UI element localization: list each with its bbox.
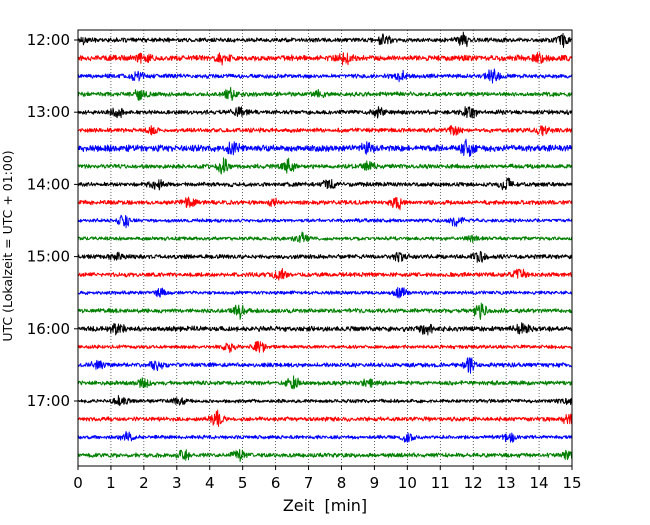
trace-line-1200 [77, 31, 573, 48]
trace-line-1730 [77, 431, 573, 443]
y-tick-label: 15:00 [27, 248, 70, 266]
y-tick-label: 17:00 [27, 392, 70, 410]
x-tick-label: 13 [497, 474, 516, 492]
trace-line-1315 [77, 125, 573, 137]
trace-line-1545 [77, 302, 573, 320]
y-tick-label: 14:00 [27, 175, 70, 193]
y-tick-label: 16:00 [27, 320, 70, 338]
x-tick-label: 9 [370, 474, 380, 492]
x-tick-label: 7 [304, 474, 314, 492]
x-tick-label: 1 [106, 474, 116, 492]
trace-line-1445 [77, 231, 573, 244]
x-tick-label: 4 [205, 474, 215, 492]
x-axis-label: Zeit [min] [283, 496, 367, 515]
trace-line-1630 [77, 357, 573, 374]
trace-line-1700 [77, 395, 573, 407]
x-axis-ticks: 0 1 2 3 4 5 6 7 8 9 10 11 12 13 14 15 [73, 466, 582, 492]
x-tick-label: 0 [73, 474, 83, 492]
x-tick-label: 8 [337, 474, 347, 492]
y-axis-label: UTC (Lokalzeit = UTC + 01:00) [0, 150, 15, 341]
trace-line-1415 [77, 196, 573, 211]
trace-line-1330 [77, 138, 573, 157]
trace-line-1615 [77, 340, 573, 354]
trace-line-1515 [77, 267, 573, 281]
trace-line-1745 [77, 448, 573, 462]
trace-group [77, 31, 573, 462]
x-tick-label: 12 [464, 474, 483, 492]
y-tick-label: 13:00 [27, 103, 70, 121]
x-tick-label: 10 [398, 474, 417, 492]
x-tick-label: 15 [562, 474, 581, 492]
x-tick-label: 5 [238, 474, 248, 492]
grid-lines [110, 30, 540, 466]
trace-line-1600 [77, 322, 573, 336]
trace-line-1215 [77, 51, 573, 66]
trace-line-1530 [77, 286, 573, 299]
y-tick-label: 12:00 [27, 31, 70, 49]
trace-line-1430 [77, 214, 573, 229]
trace-line-1230 [77, 68, 573, 84]
x-tick-label: 14 [530, 474, 549, 492]
x-tick-label: 2 [139, 474, 149, 492]
x-tick-label: 11 [431, 474, 450, 492]
trace-line-1645 [77, 375, 573, 390]
trace-line-1715 [77, 409, 573, 427]
trace-line-1400 [77, 177, 573, 191]
trace-line-1500 [77, 250, 573, 263]
trace-line-1300 [77, 106, 573, 119]
y-axis-ticks: 12:00 13:00 14:00 15:00 16:00 17:00 [27, 31, 78, 410]
trace-line-1245 [77, 86, 573, 102]
x-tick-label: 3 [172, 474, 182, 492]
x-tick-label: 6 [271, 474, 281, 492]
trace-line-1345 [77, 157, 573, 175]
plot-frame [77, 29, 573, 467]
